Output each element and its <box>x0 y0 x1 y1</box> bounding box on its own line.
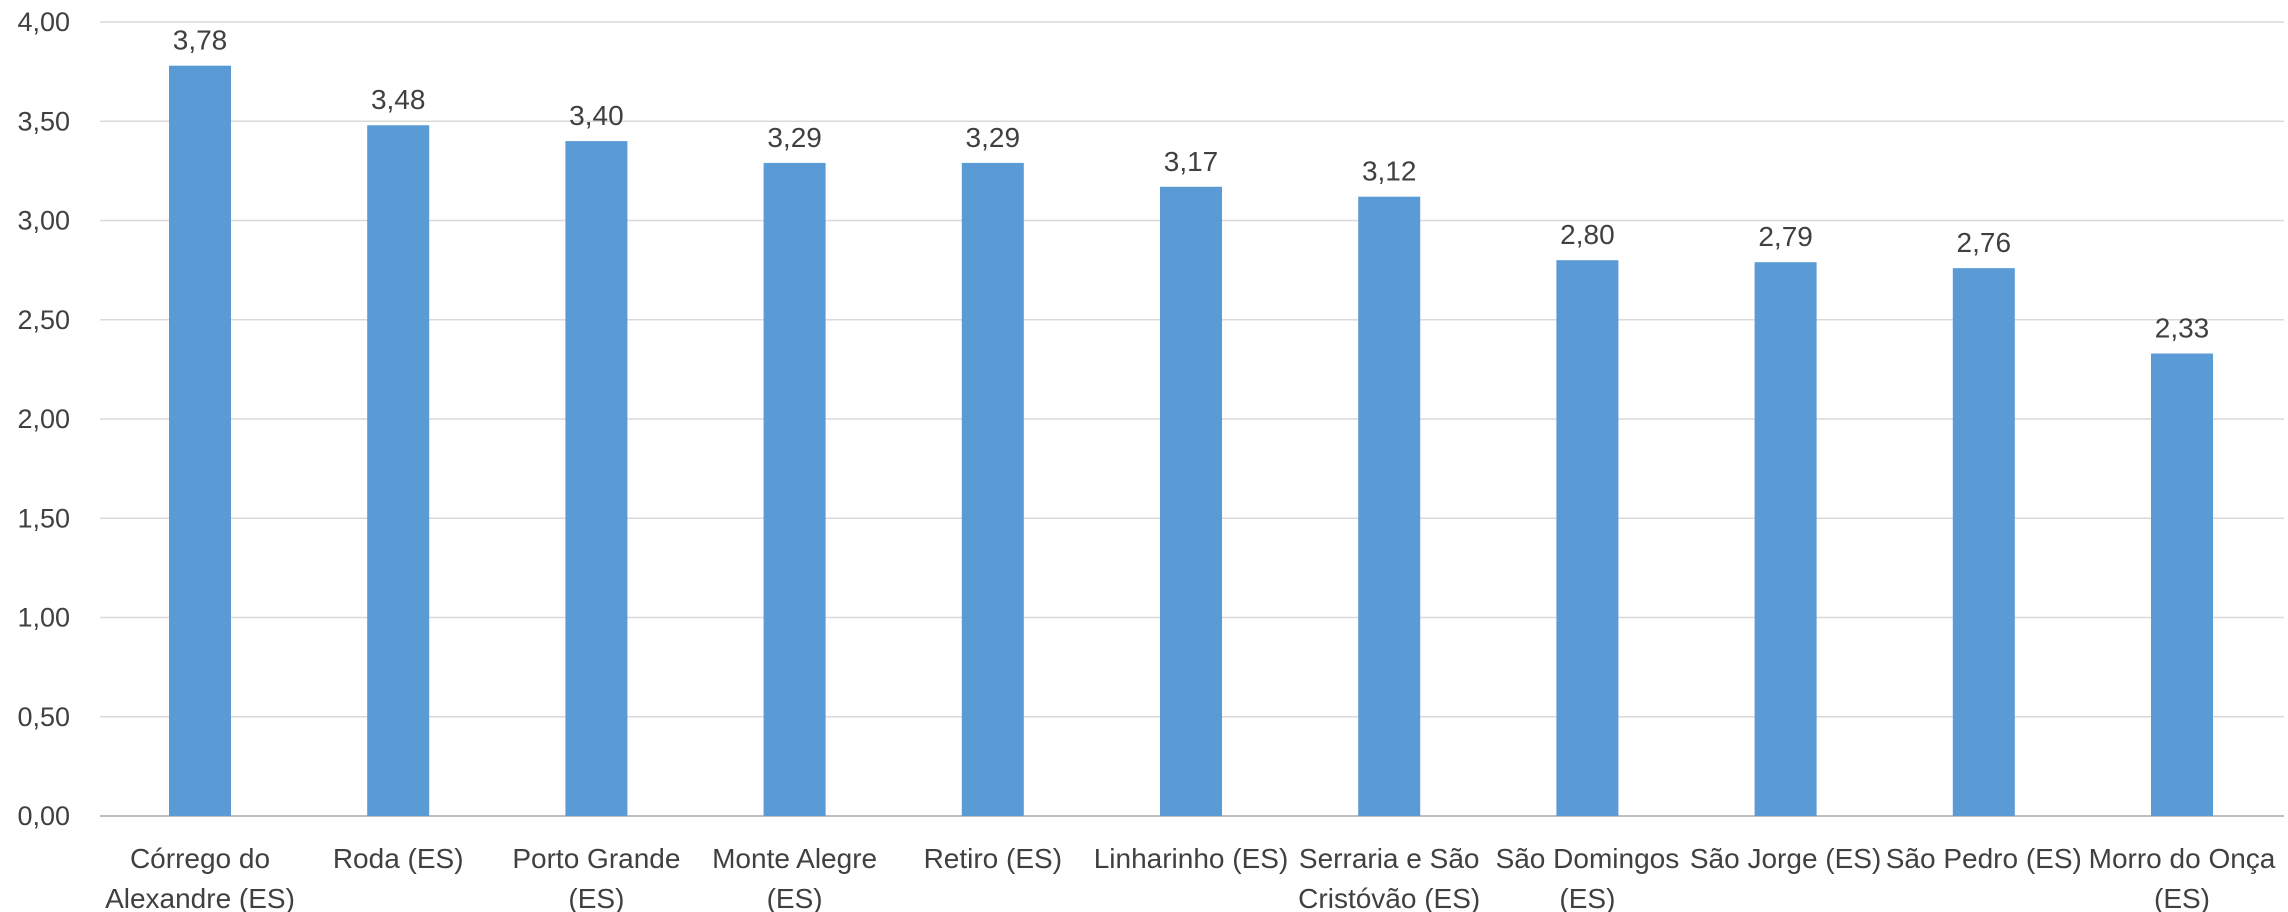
x-tick-label-line: Porto Grande <box>512 843 680 874</box>
y-tick-label: 2,50 <box>17 305 70 335</box>
data-label: 2,33 <box>2155 312 2210 343</box>
data-label: 3,40 <box>569 100 624 131</box>
y-tick-label: 1,00 <box>17 603 70 633</box>
bar <box>763 162 826 816</box>
x-tick-label-line: São Jorge (ES) <box>1690 843 1881 874</box>
data-label: 2,80 <box>1560 219 1615 250</box>
x-tick-label: Monte Alegre (ES) <box>712 843 877 912</box>
x-tick-label-line: São Domingos <box>1496 843 1680 874</box>
x-tick-label: São Jorge (ES) <box>1690 843 1881 874</box>
x-tick-label-line: Retiro (ES) <box>924 843 1062 874</box>
y-tick-label: 0,50 <box>17 702 70 732</box>
x-tick-label-line: Morro do Onça <box>2089 843 2276 874</box>
data-labels: 3,78 3,48 3,40 3,29 3,29 3,17 3,12 2,80 2,79 2,76… <box>173 25 2210 344</box>
y-tick-label: 2,00 <box>17 404 70 434</box>
bar <box>169 65 231 817</box>
x-tick-label-line: (ES) <box>568 883 624 912</box>
x-axis-ticks: Córrego do Alexandre (ES) Roda (ES) Porto G… <box>105 843 2276 912</box>
x-tick-label: Linharinho (ES) <box>1094 843 1289 874</box>
x-tick-label: São Pedro (ES) <box>1886 843 2082 874</box>
bar <box>1556 260 1619 816</box>
x-tick-label-line: Monte Alegre <box>712 843 877 874</box>
x-tick-label: Serraria e São Cristóvão (ES) <box>1298 843 1480 912</box>
x-tick-label: Porto Grande (ES) <box>512 843 680 912</box>
x-tick-label-line: Serraria e São <box>1299 843 1480 874</box>
x-tick-label: Córrego do Alexandre (ES) <box>105 843 295 912</box>
y-tick-label: 3,00 <box>17 206 70 236</box>
y-tick-label: 0,00 <box>17 801 70 831</box>
data-label: 2,76 <box>1957 227 2012 258</box>
bar <box>2151 353 2213 816</box>
y-tick-label: 3,50 <box>17 106 70 136</box>
x-tick-label-line: Linharinho (ES) <box>1094 843 1289 874</box>
y-tick-label: 4,00 <box>17 7 70 37</box>
bar <box>1160 186 1222 816</box>
bar <box>1952 268 2015 816</box>
data-label: 3,78 <box>173 25 228 56</box>
data-label: 3,29 <box>966 122 1021 153</box>
x-tick-label: Retiro (ES) <box>924 843 1062 874</box>
x-tick-label: São Domingos (ES) <box>1496 843 1680 912</box>
y-axis-ticks: 0,00 0,50 1,00 1,50 2,00 2,50 3,00 3,50 4,00 <box>17 7 70 831</box>
bar <box>1358 196 1421 816</box>
x-tick-label-line: Córrego do <box>130 843 270 874</box>
data-label: 3,29 <box>767 122 822 153</box>
bar <box>367 125 430 817</box>
bar <box>1754 262 1817 816</box>
x-tick-label: Roda (ES) <box>333 843 464 874</box>
x-tick-label-line: Roda (ES) <box>333 843 464 874</box>
x-tick-label-line: Cristóvão (ES) <box>1298 883 1480 912</box>
data-label: 3,48 <box>371 84 426 115</box>
x-tick-label: Morro do Onça (ES) <box>2089 843 2276 912</box>
bar <box>565 141 628 817</box>
x-tick-label-line: (ES) <box>1559 883 1615 912</box>
bar <box>961 162 1024 816</box>
x-tick-label-line: Alexandre (ES) <box>105 883 295 912</box>
x-tick-label-line: (ES) <box>2154 883 2210 912</box>
data-label: 3,12 <box>1362 156 1417 187</box>
x-tick-label-line: São Pedro (ES) <box>1886 843 2082 874</box>
y-tick-label: 1,50 <box>17 503 70 533</box>
x-tick-label-line: (ES) <box>767 883 823 912</box>
data-label: 3,17 <box>1164 146 1219 177</box>
data-label: 2,79 <box>1758 221 1813 252</box>
bars <box>169 65 2213 817</box>
